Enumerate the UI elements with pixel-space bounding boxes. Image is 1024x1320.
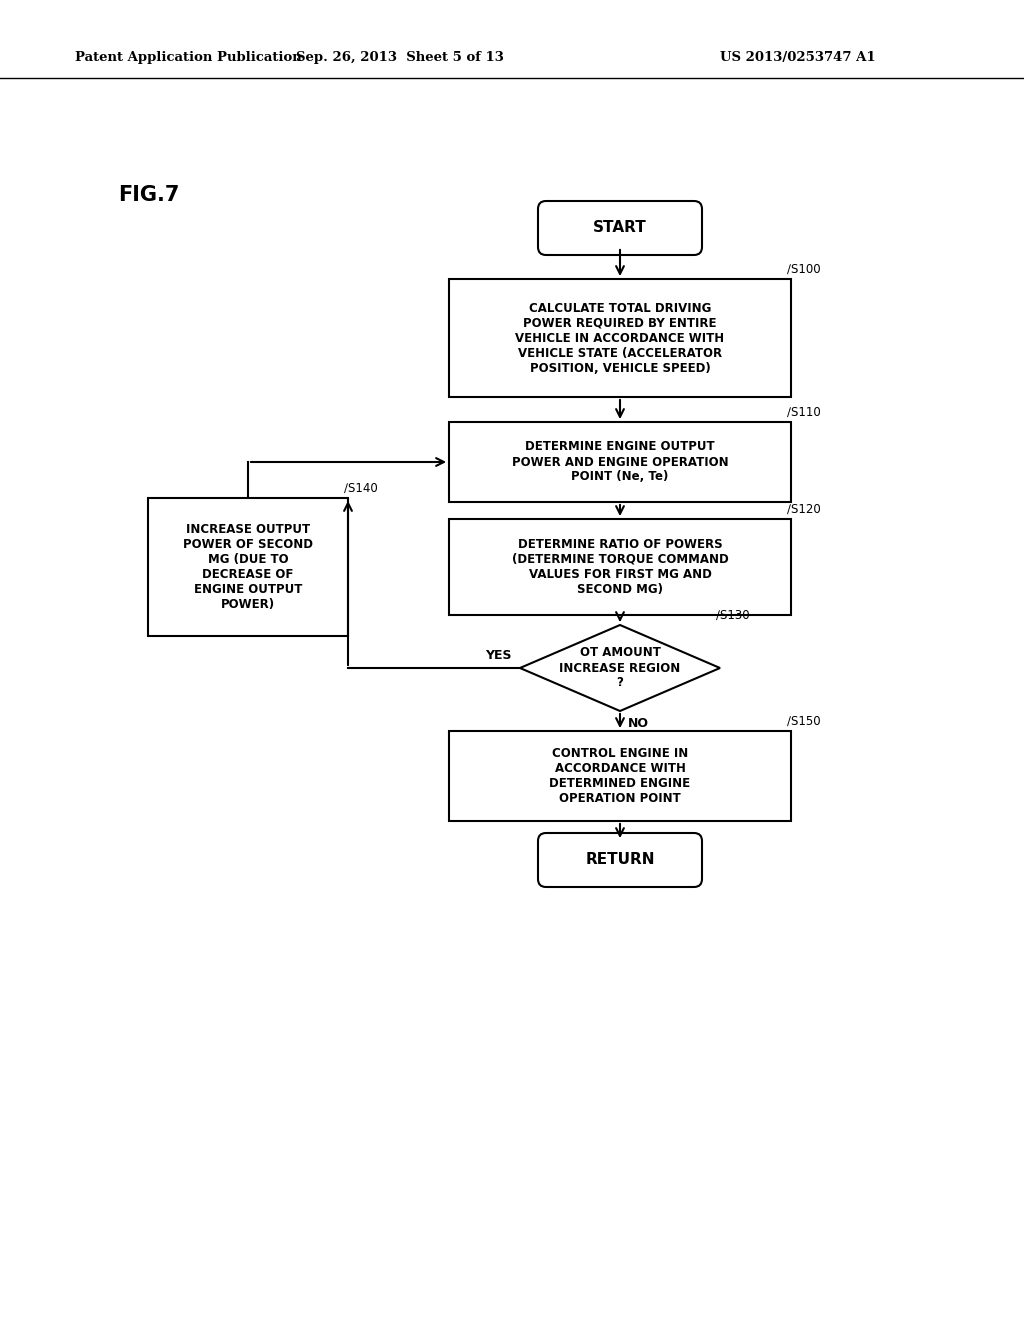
Text: CALCULATE TOTAL DRIVING
POWER REQUIRED BY ENTIRE
VEHICLE IN ACCORDANCE WITH
VEHI: CALCULATE TOTAL DRIVING POWER REQUIRED B… — [515, 301, 725, 375]
Text: Patent Application Publication: Patent Application Publication — [75, 51, 302, 65]
Text: US 2013/0253747 A1: US 2013/0253747 A1 — [720, 51, 876, 65]
FancyBboxPatch shape — [449, 422, 791, 502]
Text: START: START — [593, 220, 647, 235]
Text: ∕S120: ∕S120 — [787, 503, 821, 516]
Text: ∕S150: ∕S150 — [787, 715, 820, 729]
Text: ∕S110: ∕S110 — [787, 407, 821, 418]
FancyBboxPatch shape — [449, 279, 791, 397]
FancyBboxPatch shape — [538, 833, 702, 887]
Polygon shape — [520, 624, 720, 711]
FancyBboxPatch shape — [538, 201, 702, 255]
Text: CONTROL ENGINE IN
ACCORDANCE WITH
DETERMINED ENGINE
OPERATION POINT: CONTROL ENGINE IN ACCORDANCE WITH DETERM… — [550, 747, 690, 805]
Text: DETERMINE RATIO OF POWERS
(DETERMINE TORQUE COMMAND
VALUES FOR FIRST MG AND
SECO: DETERMINE RATIO OF POWERS (DETERMINE TOR… — [512, 539, 728, 597]
Text: FIG.7: FIG.7 — [118, 185, 179, 205]
FancyBboxPatch shape — [449, 731, 791, 821]
FancyBboxPatch shape — [449, 519, 791, 615]
Text: INCREASE OUTPUT
POWER OF SECOND
MG (DUE TO
DECREASE OF
ENGINE OUTPUT
POWER): INCREASE OUTPUT POWER OF SECOND MG (DUE … — [183, 523, 313, 611]
Text: Sep. 26, 2013  Sheet 5 of 13: Sep. 26, 2013 Sheet 5 of 13 — [296, 51, 504, 65]
Text: RETURN: RETURN — [586, 853, 654, 867]
Text: OT AMOUNT
INCREASE REGION
?: OT AMOUNT INCREASE REGION ? — [559, 647, 681, 689]
Text: NO: NO — [628, 717, 649, 730]
Text: YES: YES — [485, 649, 512, 663]
Text: ∕S140: ∕S140 — [344, 482, 378, 495]
Text: DETERMINE ENGINE OUTPUT
POWER AND ENGINE OPERATION
POINT (Ne, Te): DETERMINE ENGINE OUTPUT POWER AND ENGINE… — [512, 441, 728, 483]
FancyBboxPatch shape — [148, 498, 348, 636]
Text: ∕S130: ∕S130 — [716, 609, 750, 622]
Text: ∕S100: ∕S100 — [787, 263, 820, 276]
